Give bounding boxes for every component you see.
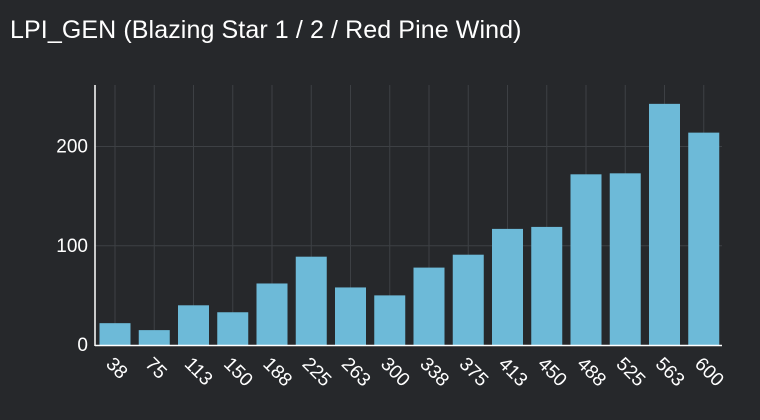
x-tick-label-188: 188: [258, 354, 295, 391]
bar-75: [138, 330, 170, 345]
x-tick-label-563: 563: [651, 354, 688, 391]
bar-338: [413, 267, 445, 345]
bar-263: [335, 287, 366, 345]
x-tick-label-300: 300: [376, 354, 413, 391]
bar-375: [452, 254, 484, 345]
x-tick-label-338: 338: [415, 354, 452, 391]
bar-150: [217, 312, 249, 345]
x-tick-label-600: 600: [690, 354, 727, 391]
x-tick-label-488: 488: [572, 354, 609, 391]
bar-38: [99, 323, 131, 345]
bar-225: [295, 256, 327, 345]
y-tick-label-100: 100: [56, 236, 88, 257]
bar-413: [492, 228, 523, 345]
bar-488: [570, 174, 602, 345]
x-tick-label-450: 450: [533, 354, 570, 391]
chart-title: LPI_GEN (Blazing Star 1 / 2 / Red Pine W…: [10, 16, 522, 44]
bar-450: [531, 226, 563, 345]
bar-525: [609, 173, 641, 345]
x-tick-label-38: 38: [101, 354, 131, 384]
y-tick-label-0: 0: [77, 335, 88, 356]
bar-113: [178, 305, 209, 345]
x-tick-label-225: 225: [298, 354, 335, 391]
x-tick-label-525: 525: [612, 354, 649, 391]
x-tick-label-263: 263: [337, 354, 374, 391]
x-tick-label-113: 113: [180, 354, 216, 390]
bar-300: [374, 295, 406, 345]
bar-563: [649, 103, 680, 345]
x-tick-label-75: 75: [141, 354, 171, 384]
x-tick-label-150: 150: [219, 354, 256, 391]
x-tick-label-375: 375: [455, 354, 492, 391]
x-tick-label-413: 413: [494, 354, 531, 391]
bar-600: [688, 132, 720, 345]
bar-188: [256, 283, 288, 345]
y-tick-label-200: 200: [56, 137, 88, 158]
